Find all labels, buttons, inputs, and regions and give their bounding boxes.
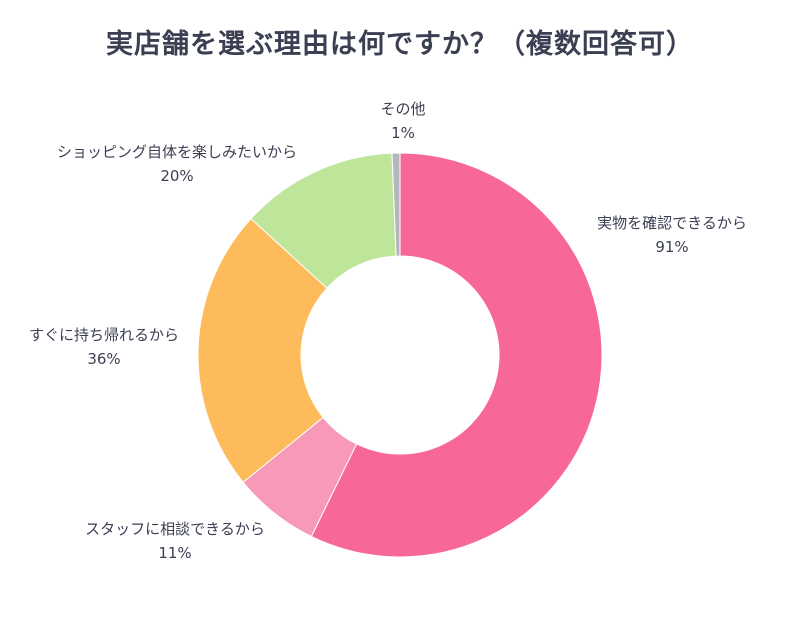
chart-title: 実店舗を選ぶ理由は何ですか？（複数回答可）: [106, 29, 694, 60]
slice-value-label-5: 1%: [391, 124, 415, 142]
donut-slice-5: [391, 152, 401, 257]
slice-value-label-2: 11%: [158, 544, 191, 562]
slice-value-label-1: 91%: [655, 238, 688, 256]
slice-group: [197, 152, 603, 558]
slice-label-2: スタッフに相談できるから: [85, 520, 265, 538]
slice-label-5: その他: [380, 100, 425, 118]
donut-slice-3: [197, 217, 328, 483]
slice-value-label-4: 20%: [160, 167, 193, 185]
slice-label-3: すぐに持ち帰れるから: [29, 326, 179, 344]
label-group: 実物を確認できるから 91% スタッフに相談できるから 11% すぐに持ち帰れるから 36…: [29, 100, 747, 562]
donut-slice-1: [310, 152, 603, 558]
slice-label-1: 実物を確認できるから: [597, 214, 747, 232]
slice-label-4: ショッピング自体を楽しみたいから: [57, 143, 297, 161]
slice-value-label-3: 36%: [87, 350, 120, 368]
